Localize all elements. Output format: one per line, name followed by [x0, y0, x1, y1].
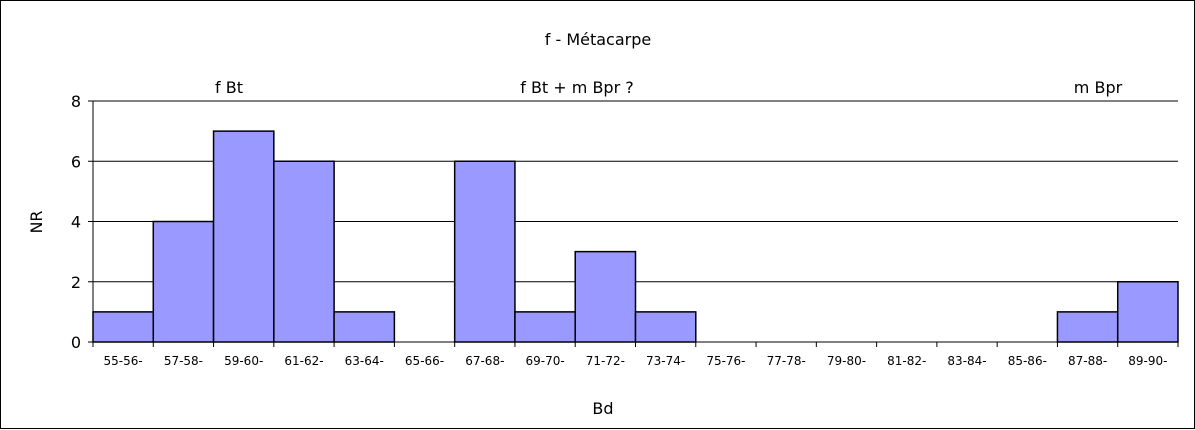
x-tick-label: 77-78- — [767, 354, 806, 368]
x-axis-label: Bd — [592, 399, 613, 418]
y-tick-label: 0 — [71, 333, 81, 352]
bar — [514, 311, 576, 343]
x-tick-label: 55-56- — [104, 354, 143, 368]
bar — [634, 311, 697, 343]
y-axis-label: NR — [27, 210, 46, 233]
annotation-m-bpr: m Bpr — [1074, 78, 1123, 97]
x-tick-label: 87-88- — [1068, 354, 1107, 368]
x-tick-label: 79-80- — [827, 354, 866, 368]
x-tick-label: 59-60- — [224, 354, 263, 368]
x-tick-label: 67-68- — [465, 354, 504, 368]
x-tick-label: 83-84- — [947, 354, 986, 368]
bar — [273, 160, 335, 343]
annotation-f-bt: f Bt — [215, 78, 243, 97]
bar — [574, 250, 637, 343]
x-tick-label: 57-58- — [164, 354, 203, 368]
x-tick-label: 81-82- — [887, 354, 926, 368]
y-tick-label: 8 — [71, 92, 81, 111]
bar — [1116, 281, 1179, 343]
x-tick-label: 71-72- — [586, 354, 625, 368]
bar — [212, 130, 275, 343]
x-tick-label: 73-74- — [646, 354, 685, 368]
annotation-f-bt-m-bpr: f Bt + m Bpr ? — [520, 78, 634, 97]
chart-title: f - Métacarpe — [545, 30, 651, 49]
x-tick-label: 89-90- — [1128, 354, 1167, 368]
x-tick-label: 75-76- — [706, 354, 745, 368]
bar — [333, 311, 396, 343]
bar — [152, 220, 215, 343]
x-tick-label: 61-62- — [284, 354, 323, 368]
x-tick-label: 63-64- — [345, 354, 384, 368]
x-tick-label: 69-70- — [525, 354, 564, 368]
y-tick-label: 6 — [71, 152, 81, 171]
bar — [92, 311, 155, 343]
y-tick-label: 2 — [71, 273, 81, 292]
x-tick-label: 85-86- — [1008, 354, 1047, 368]
y-tick-label: 4 — [71, 213, 81, 232]
x-tick-label: 65-66- — [405, 354, 444, 368]
bar — [1056, 311, 1119, 343]
bar — [453, 160, 516, 343]
